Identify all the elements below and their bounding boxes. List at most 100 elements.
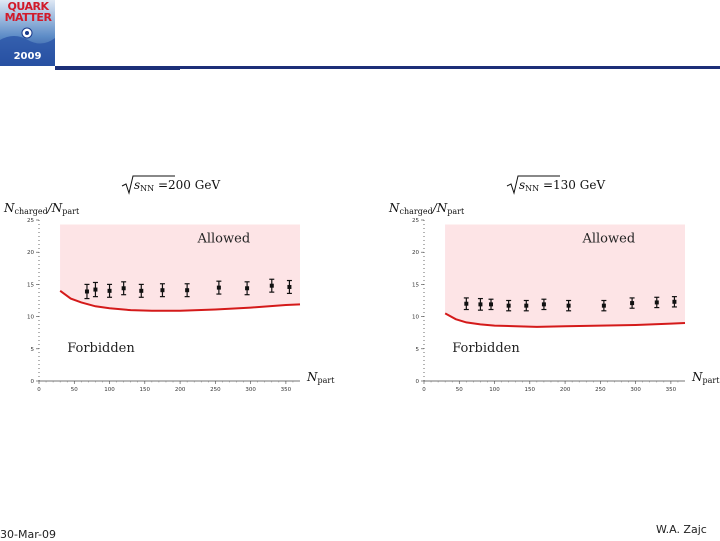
y-tick-label: 25 [27,218,34,224]
data-point [506,299,512,312]
x-tick-label: 100 [104,387,115,393]
data-point [488,298,494,311]
data-point [244,281,250,296]
footer-author: W.A. Zajc [656,523,707,536]
y-tick-label: 20 [412,250,419,256]
data-point [671,296,677,308]
logo-wordmark-line1: QUARK [7,0,49,13]
point-marker [185,288,190,293]
boundary-curve [59,290,301,312]
point-marker [672,299,677,304]
point-marker [566,303,571,308]
data-point [121,281,127,296]
chart-200-gev: 0 50 100 150 200 250 300 350 0 5 10 15 20 25 Allowed Fo… [0,160,350,400]
chart-svg: 0 50 100 150 200 250 300 350 0 5 10 15 20 25 Allowed Fo… [388,175,720,393]
data-point [107,283,113,298]
x-tick-label: 350 [666,387,677,393]
data-point [541,298,547,311]
point-marker [541,302,546,307]
x-tick-label: 300 [630,387,641,393]
x-tick-label: 200 [560,387,571,393]
point-marker [464,301,469,306]
data-point [566,299,572,312]
point-marker [506,303,511,308]
allowed-region [60,224,300,311]
data-point [184,283,190,298]
sqrt-symbol [506,175,560,195]
x-tick-label: 200 [175,387,186,393]
point-marker [489,302,494,307]
data-point [216,280,222,295]
point-marker [478,302,483,307]
chart-title-text: sNN =200 GeV [134,178,220,193]
point-marker [93,287,98,292]
allowed-label: Allowed [196,232,250,247]
data-point [629,297,635,309]
y-tick-label: 25 [412,218,419,224]
x-tick-label: 350 [281,387,292,393]
header-rule [180,66,720,69]
y-tick-label: 15 [27,282,34,288]
x-tick-label: 150 [140,387,151,393]
x-tick-label: 0 [37,387,41,393]
allowed-region [445,224,685,327]
data-point [523,299,529,312]
data-point [463,297,469,311]
y-tick-label: 10 [412,315,419,321]
data-point [601,299,607,312]
data-point [92,281,98,298]
x-axis-title: Npart [691,370,720,385]
allowed-label: Allowed [581,232,635,247]
y-tick-label: 20 [27,250,34,256]
point-marker [601,303,606,308]
data-point [159,283,165,298]
logo-background [0,0,55,66]
x-tick-label: 250 [595,387,606,393]
y-tick-label: 10 [27,315,34,321]
y-tick-label: 0 [416,379,420,385]
y-axis-title: Ncharged/Npart [388,201,465,216]
y-tick-label: 5 [31,347,35,353]
chart-title-text: sNN =130 GeV [519,178,605,193]
data-point [654,296,660,309]
boundary-curve [444,312,686,328]
x-tick-label: 250 [210,387,221,393]
point-marker [216,285,221,290]
point-marker [121,286,126,291]
x-tick-label: 100 [489,387,500,393]
x-axis-title: Npart [306,370,335,385]
y-axis-title: Ncharged/Npart [3,201,80,216]
data-point [477,297,483,311]
footer-date: 30-Mar-09 [0,528,56,541]
forbidden-label: Forbidden [67,341,135,356]
data-point [138,283,144,298]
sqrt-symbol [121,175,175,195]
point-marker [139,288,144,293]
forbidden-label: Forbidden [452,341,520,356]
chart-svg: 0 50 100 150 200 250 300 350 0 5 10 15 20 25 Allowed Fo… [3,175,335,393]
point-marker [524,303,529,308]
point-marker [107,288,112,293]
point-marker [654,300,659,305]
chart-title: sNN =200 GeV [121,175,220,195]
point-marker [160,288,165,293]
point-marker [630,301,635,306]
logo-wordmark: QUARK MATTER [2,1,54,23]
logo-wordmark-line2: MATTER [4,11,52,24]
x-tick-label: 50 [456,387,463,393]
y-tick-label: 5 [416,347,420,353]
logo-year: 2009 [13,51,42,62]
quark-matter-logo: QUARK MATTER 2009 [0,0,55,66]
chart-title: sNN =130 GeV [506,175,605,195]
point-marker [269,283,274,288]
x-tick-label: 0 [422,387,426,393]
point-marker [245,286,250,291]
point-marker [287,284,292,289]
point-marker [84,289,89,294]
data-point [286,279,292,295]
x-tick-label: 300 [245,387,256,393]
y-tick-label: 0 [31,379,35,385]
x-tick-label: 150 [525,387,536,393]
header-rule-accent [55,66,180,70]
chart-130-gev: 0 50 100 150 200 250 300 350 0 5 10 15 20 25 Allowed Fo… [385,160,720,400]
